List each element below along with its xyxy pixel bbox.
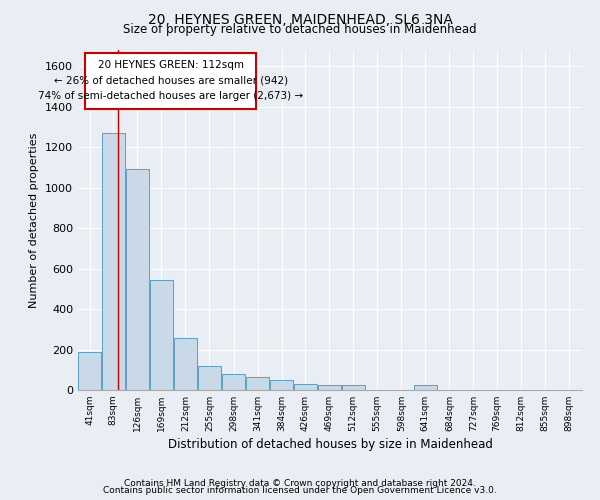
Bar: [101, 133, 125, 390]
Bar: [246, 377, 269, 390]
Y-axis label: Number of detached properties: Number of detached properties: [29, 132, 40, 308]
Text: 20 HEYNES GREEN: 112sqm: 20 HEYNES GREEN: 112sqm: [98, 60, 244, 70]
Text: ← 26% of detached houses are smaller (942): ← 26% of detached houses are smaller (94…: [53, 76, 287, 86]
Bar: [414, 385, 437, 390]
Bar: [293, 384, 317, 390]
Bar: [270, 380, 293, 390]
Bar: [174, 338, 197, 390]
Text: 74% of semi-detached houses are larger (2,673) →: 74% of semi-detached houses are larger (…: [38, 92, 303, 102]
Bar: [341, 385, 365, 390]
Bar: [317, 385, 341, 390]
Bar: [198, 366, 221, 390]
Bar: [150, 280, 173, 390]
Text: Contains public sector information licensed under the Open Government Licence v3: Contains public sector information licen…: [103, 486, 497, 495]
Text: 20, HEYNES GREEN, MAIDENHEAD, SL6 3NA: 20, HEYNES GREEN, MAIDENHEAD, SL6 3NA: [148, 12, 452, 26]
Bar: [125, 170, 149, 390]
FancyBboxPatch shape: [85, 53, 256, 108]
Text: Size of property relative to detached houses in Maidenhead: Size of property relative to detached ho…: [123, 22, 477, 36]
Bar: [78, 352, 101, 390]
Text: Contains HM Land Registry data © Crown copyright and database right 2024.: Contains HM Land Registry data © Crown c…: [124, 478, 476, 488]
Bar: [222, 374, 245, 390]
X-axis label: Distribution of detached houses by size in Maidenhead: Distribution of detached houses by size …: [167, 438, 493, 451]
